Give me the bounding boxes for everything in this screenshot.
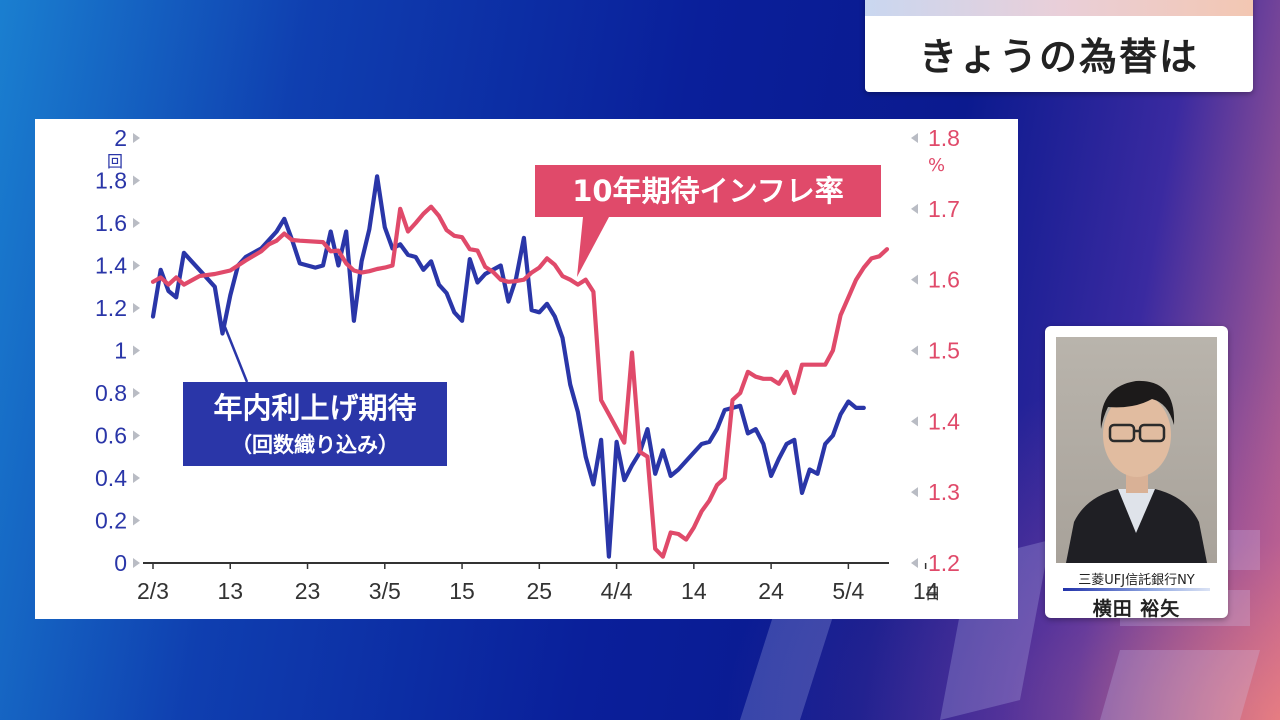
left-y-tick-label: 1.8 (95, 168, 127, 194)
x-tick-label: 25 (527, 578, 553, 604)
commentator-card: 三菱UFJ信託銀行NY 横田 裕矢 (1045, 326, 1228, 620)
company-name: 三菱UFJ信託銀行NY (1078, 573, 1195, 588)
x-tick-label: 3/5 (369, 578, 401, 604)
left-y-tick-label: 0.6 (95, 423, 127, 449)
left-y-tick-marker (133, 558, 140, 568)
right-y-tick-label: 1.3 (928, 479, 960, 505)
red-label-pointer (577, 217, 609, 277)
blue-series-sublabel: （回数織り込み） (231, 433, 399, 457)
red-series-label: 10年期待インフレ率 (572, 174, 844, 208)
right-y-tick-marker (911, 133, 918, 143)
right-y-tick-label: 1.8 (928, 125, 960, 151)
right-y-tick-marker (911, 345, 918, 356)
left-y-tick-marker (133, 303, 140, 313)
right-y-tick-label: 1.6 (928, 267, 960, 293)
x-tick-label: 24 (758, 578, 784, 604)
title-box: きょうの為替は (865, 0, 1253, 92)
right-y-tick-label: 1.7 (928, 196, 960, 222)
commentator-photo (1056, 337, 1217, 563)
right-y-tick-marker (911, 416, 918, 427)
page-title: きょうの為替は (918, 35, 1199, 79)
left-y-unit: 回 (107, 152, 123, 171)
x-axis-unit: 日 (925, 584, 941, 603)
title-accent-strip (865, 0, 1253, 16)
blue-series-label-box (183, 382, 447, 466)
right-y-tick-marker (911, 558, 918, 568)
right-y-tick-label: 1.5 (928, 338, 960, 364)
inflation-expectation-line (150, 204, 890, 559)
right-y-tick-marker (911, 203, 918, 214)
x-tick-label: 14 (913, 578, 939, 604)
x-tick-label: 14 (681, 578, 707, 604)
person-portrait (1066, 380, 1207, 563)
left-y-tick-label: 1.6 (95, 210, 127, 236)
commentator-name: 横田 裕矢 (1092, 598, 1181, 620)
left-y-tick-label: 0.2 (95, 508, 127, 534)
company-underline (1063, 588, 1210, 591)
left-y-tick-label: 1.4 (95, 253, 127, 279)
left-y-tick-marker (133, 388, 140, 398)
right-y-tick-label: 1.2 (928, 550, 960, 576)
left-y-tick-marker (133, 133, 140, 143)
x-tick-label: 4/4 (601, 578, 633, 604)
x-tick-label: 23 (295, 578, 321, 604)
left-y-tick-marker (133, 430, 140, 441)
x-tick-label: 5/4 (832, 578, 864, 604)
left-y-tick-label: 1.2 (95, 295, 127, 321)
left-y-tick-marker (133, 345, 140, 356)
left-y-tick-label: 1 (114, 338, 127, 364)
blue-label-pointer (223, 326, 249, 383)
left-y-tick-label: 0.8 (95, 380, 127, 406)
right-y-tick-label: 1.4 (928, 408, 960, 434)
left-y-tick-marker (133, 218, 140, 228)
left-y-tick-marker (133, 473, 140, 483)
red-series-label-box (535, 165, 881, 217)
left-y-tick-label: 2 (114, 125, 127, 151)
left-y-tick-marker (133, 175, 140, 186)
rate-hike-expectation-line (150, 174, 866, 559)
right-y-tick-marker (911, 487, 918, 498)
x-tick-label: 15 (449, 578, 475, 604)
x-tick-label: 13 (217, 578, 243, 604)
left-y-tick-marker (133, 260, 140, 271)
left-y-tick-label: 0 (114, 550, 127, 576)
chart-card: 0 0.2 0.4 0.6 0.8 1 1.2 1.4 1.6 1.8 2 回 1.2 1.3 1.4 1.5… (35, 119, 1018, 619)
x-tick-label: 2/3 (137, 578, 169, 604)
right-y-tick-marker (911, 274, 918, 285)
blue-series-label: 年内利上げ期待 (213, 391, 416, 425)
right-y-unit: % (928, 155, 945, 176)
left-y-tick-label: 0.4 (95, 465, 127, 491)
left-y-tick-marker (133, 515, 140, 526)
exchange-chart: 0 0.2 0.4 0.6 0.8 1 1.2 1.4 1.6 1.8 2回 1.2 1.3 1.4 1.5… (95, 125, 960, 604)
